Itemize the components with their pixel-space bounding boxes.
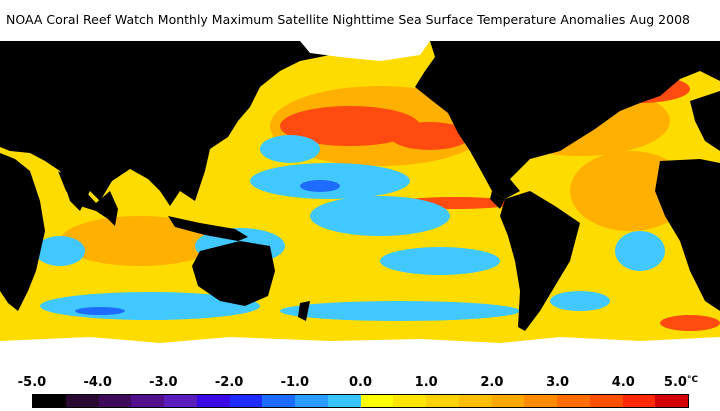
colorbar-swatch: [360, 395, 394, 407]
map-title: NOAA Coral Reef Watch Monthly Maximum Sa…: [0, 0, 720, 40]
colorbar-tick-label: 5.0°C: [663, 375, 699, 390]
colorbar-swatch: [327, 395, 361, 407]
colorbar-swatch: [655, 395, 688, 407]
colorbar-tick-label: 1.0: [414, 375, 438, 390]
colorbar-swatch: [262, 395, 295, 407]
colorbar-tick-label: -5.0: [17, 375, 47, 390]
colorbar-swatch: [491, 395, 525, 407]
colorbar-swatch: [65, 395, 99, 407]
colorbar-swatch: [33, 395, 66, 407]
colorbar-swatch: [589, 395, 623, 407]
colorbar-swatch: [229, 395, 263, 407]
colorbar-ticks: -5.0 -4.0 -3.0 -2.0 -1.0 0.0 1.0 2.0 3.0 4.0 5.0°C: [0, 375, 720, 391]
colorbar-swatch: [131, 395, 164, 407]
land: [0, 41, 720, 331]
colorbar-swatch: [524, 395, 557, 407]
title-date: Aug 2008: [629, 12, 690, 27]
colorbar-tick-label: -4.0: [83, 375, 112, 390]
title-text: NOAA Coral Reef Watch Monthly Maximum Sa…: [6, 12, 626, 27]
colorbar-swatch: [295, 395, 328, 407]
colorbar-tick-label: 2.0: [480, 375, 504, 390]
colorbar-swatch: [426, 395, 459, 407]
colorbar-swatch: [622, 395, 656, 407]
sea-ice: [0, 41, 720, 372]
colorbar: [32, 394, 689, 408]
colorbar-tick-label: -3.0: [149, 375, 178, 390]
colorbar-swatch: [393, 395, 426, 407]
colorbar-tick-label: 3.0: [546, 375, 570, 390]
colorbar-swatch: [196, 395, 230, 407]
sst-anomaly-map: [0, 41, 720, 372]
colorbar-tick-label: -1.0: [280, 375, 310, 390]
colorbar-tick-label: -2.0: [214, 375, 244, 390]
colorbar-swatch: [458, 395, 492, 407]
colorbar-swatch: [557, 395, 590, 407]
colorbar-tick-label: 4.0: [611, 375, 635, 390]
colorbar-swatch: [164, 395, 197, 407]
colorbar-tick-label: 0.0: [348, 375, 373, 390]
colorbar-swatch: [98, 395, 132, 407]
colorbar-unit: °C: [686, 375, 699, 385]
deep-cool-spots: [75, 67, 526, 315]
